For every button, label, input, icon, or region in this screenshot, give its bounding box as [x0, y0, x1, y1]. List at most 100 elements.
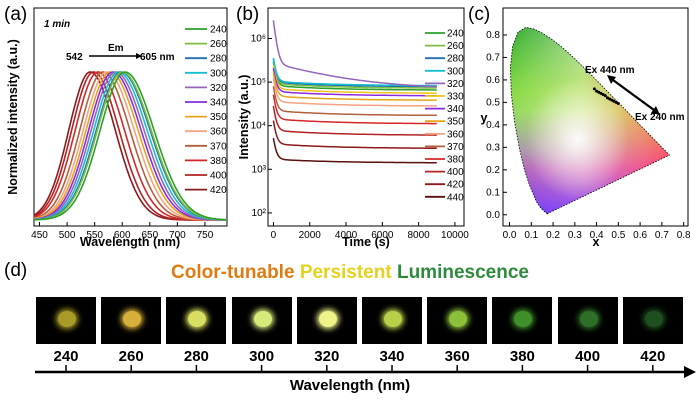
chart-b: 2402602803003203303403503603703804004204…	[237, 7, 469, 249]
wavelength-label-320: 320	[314, 348, 340, 365]
sample-glow-280	[188, 311, 207, 327]
chart-b-legend-label-400: 400	[447, 167, 464, 178]
chart-c-point-0	[592, 87, 596, 91]
chart-b-ylabel: Intensity (a.u.)	[237, 75, 251, 160]
chart-c-arrowhead-bottom	[651, 106, 660, 115]
chart-b-ytick-label-1000: 10³	[252, 164, 267, 175]
chart-a-series-260	[34, 71, 226, 221]
chart-b-xtick-label-6000: 6000	[371, 230, 394, 241]
panel-label-a: (a)	[4, 4, 27, 25]
chart-a-series-300	[33, 71, 226, 221]
chart-c-ytick-label-0.7: 0.7	[486, 52, 500, 63]
sample-photo-360	[427, 297, 488, 344]
panel-d-title-part-2: Persistent	[299, 262, 397, 283]
chart-a-annotation-arrow: Em	[108, 43, 124, 54]
chart-a-legend-label-320: 320	[210, 83, 227, 94]
chart-b-series-380	[272, 94, 437, 125]
chart-c-ytick-label-0.3: 0.3	[486, 142, 500, 153]
wavelength-label-280: 280	[183, 348, 209, 365]
chart-c-xtick-label-0.7: 0.7	[655, 230, 669, 241]
chart-a-legend-label-300: 300	[210, 68, 227, 79]
chart-b-legend-label-380: 380	[447, 155, 464, 166]
sample-glow-380	[514, 311, 533, 327]
chart-c-xtick-label-0: 0.0	[503, 230, 517, 241]
chart-b-ytick-label-100: 10²	[252, 208, 267, 219]
chart-b-xtick-label-8000: 8000	[408, 230, 431, 241]
sample-photo-280	[166, 297, 227, 344]
chart-b-legend-label-420: 420	[447, 180, 464, 191]
chart-b-legend-label-260: 260	[447, 41, 464, 52]
chart-a-xtick-label-600: 600	[114, 230, 131, 241]
chart-a: 1 min 542 Em 605 nm 240 260 280 300 320 340 35…	[6, 7, 228, 249]
sample-glow-240	[58, 311, 76, 327]
chart-c-xtick-label-0.8: 0.8	[677, 230, 691, 241]
chart-b-legend-label-350: 350	[447, 117, 464, 128]
chart-c: 0.0 0.1 0.2 0.3 0.4 0.5 0.6 0.7 0.8 0.0 0.1 0.2 0.3 0…	[481, 7, 691, 249]
chart-c-label-ex240: Ex 240 nm	[635, 112, 685, 123]
sample-glow-300	[253, 311, 272, 327]
wavelength-label-260: 260	[118, 348, 144, 365]
chart-a-legend-label-340: 340	[210, 98, 227, 109]
sample-glow-360	[449, 311, 468, 327]
chart-b-xlabel: Time (s)	[342, 235, 390, 249]
chart-a-xtick-label-750: 750	[197, 230, 214, 241]
chart-a-xtick-label-650: 650	[141, 230, 158, 241]
chart-a-xtick-label-500: 500	[59, 230, 76, 241]
chart-a-series-240	[34, 71, 226, 221]
chart-b-series-400	[272, 105, 437, 136]
chart-a-legend-label-240: 240	[210, 25, 227, 36]
chart-b-series-420	[272, 120, 437, 149]
chart-a-legend-label-370: 370	[210, 141, 227, 152]
chart-b-series-440	[272, 137, 437, 164]
chart-b-series-300	[272, 57, 437, 87]
chart-b-legend-label-360: 360	[447, 129, 464, 140]
chart-b-ytick-label-1000000: 10⁶	[251, 33, 266, 44]
chart-c-ytick-label-0.6: 0.6	[486, 75, 500, 86]
chart-a-annotation-left: 542	[66, 52, 83, 63]
panel-d-xlabel: Wavelength (nm)	[289, 377, 411, 394]
chart-a-em-arrowhead	[136, 53, 142, 59]
chart-b-xtick-label-2000: 2000	[299, 230, 322, 241]
wavelength-label-300: 300	[249, 348, 275, 365]
chart-a-legend-label-420: 420	[210, 185, 227, 196]
chart-a-xtick-label-700: 700	[169, 230, 186, 241]
sample-glow-260	[123, 311, 142, 327]
chart-c-ylabel: y	[481, 111, 488, 125]
chart-c-frame	[502, 7, 689, 227]
chart-a-legend-label-360: 360	[210, 127, 227, 138]
chart-a-legend-label-380: 380	[210, 156, 227, 167]
chart-c-ytick-label-0.8: 0.8	[486, 30, 500, 41]
sample-photo-240	[36, 297, 96, 344]
chart-a-ylabel: Normalized intensity (a.u.)	[6, 39, 20, 195]
chart-a-annotation-right: 605 nm	[140, 52, 175, 63]
chart-c-xtick-label-0.2: 0.2	[546, 230, 560, 241]
chart-b-ytick-label-100000: 10⁵	[251, 77, 266, 88]
chart-b-xtick-label-4000: 4000	[335, 230, 358, 241]
chart-a-inset-text: 1 min	[44, 19, 70, 30]
sample-photo-300	[231, 297, 292, 344]
panel-d-title-part-3: Luminescence	[396, 262, 529, 283]
chart-b-legend-label-320: 320	[447, 79, 464, 90]
sample-photo-340	[362, 297, 422, 344]
chart-c-xtick-label-0.6: 0.6	[633, 230, 647, 241]
wavelength-label-420: 420	[640, 348, 666, 365]
sample-glow-340	[384, 311, 402, 327]
chart-b-series-340	[272, 68, 437, 97]
chart-c-ytick-label-0.5: 0.5	[486, 97, 500, 108]
chart-a-series-340	[33, 71, 226, 221]
sample-glow-420	[644, 311, 663, 327]
chart-b-series-370	[272, 86, 437, 117]
wavelength-label-400: 400	[575, 348, 601, 365]
sample-glow-320	[318, 311, 337, 327]
sample-photo-380	[492, 297, 553, 344]
chart-b-legend-label-280: 280	[447, 54, 464, 65]
chart-a-frame	[33, 7, 228, 227]
chart-b-series-330	[272, 64, 437, 94]
chart-b-legend-label-330: 330	[447, 92, 464, 103]
chart-a-xlabel: Wavelength (nm)	[80, 235, 180, 249]
wavelength-axis-arrowhead	[684, 366, 696, 378]
chart-a-legend-label-260: 260	[210, 39, 227, 50]
wavelength-label-360: 360	[444, 348, 470, 365]
wavelength-label-380: 380	[509, 348, 535, 365]
chart-b-series-280	[272, 58, 437, 88]
